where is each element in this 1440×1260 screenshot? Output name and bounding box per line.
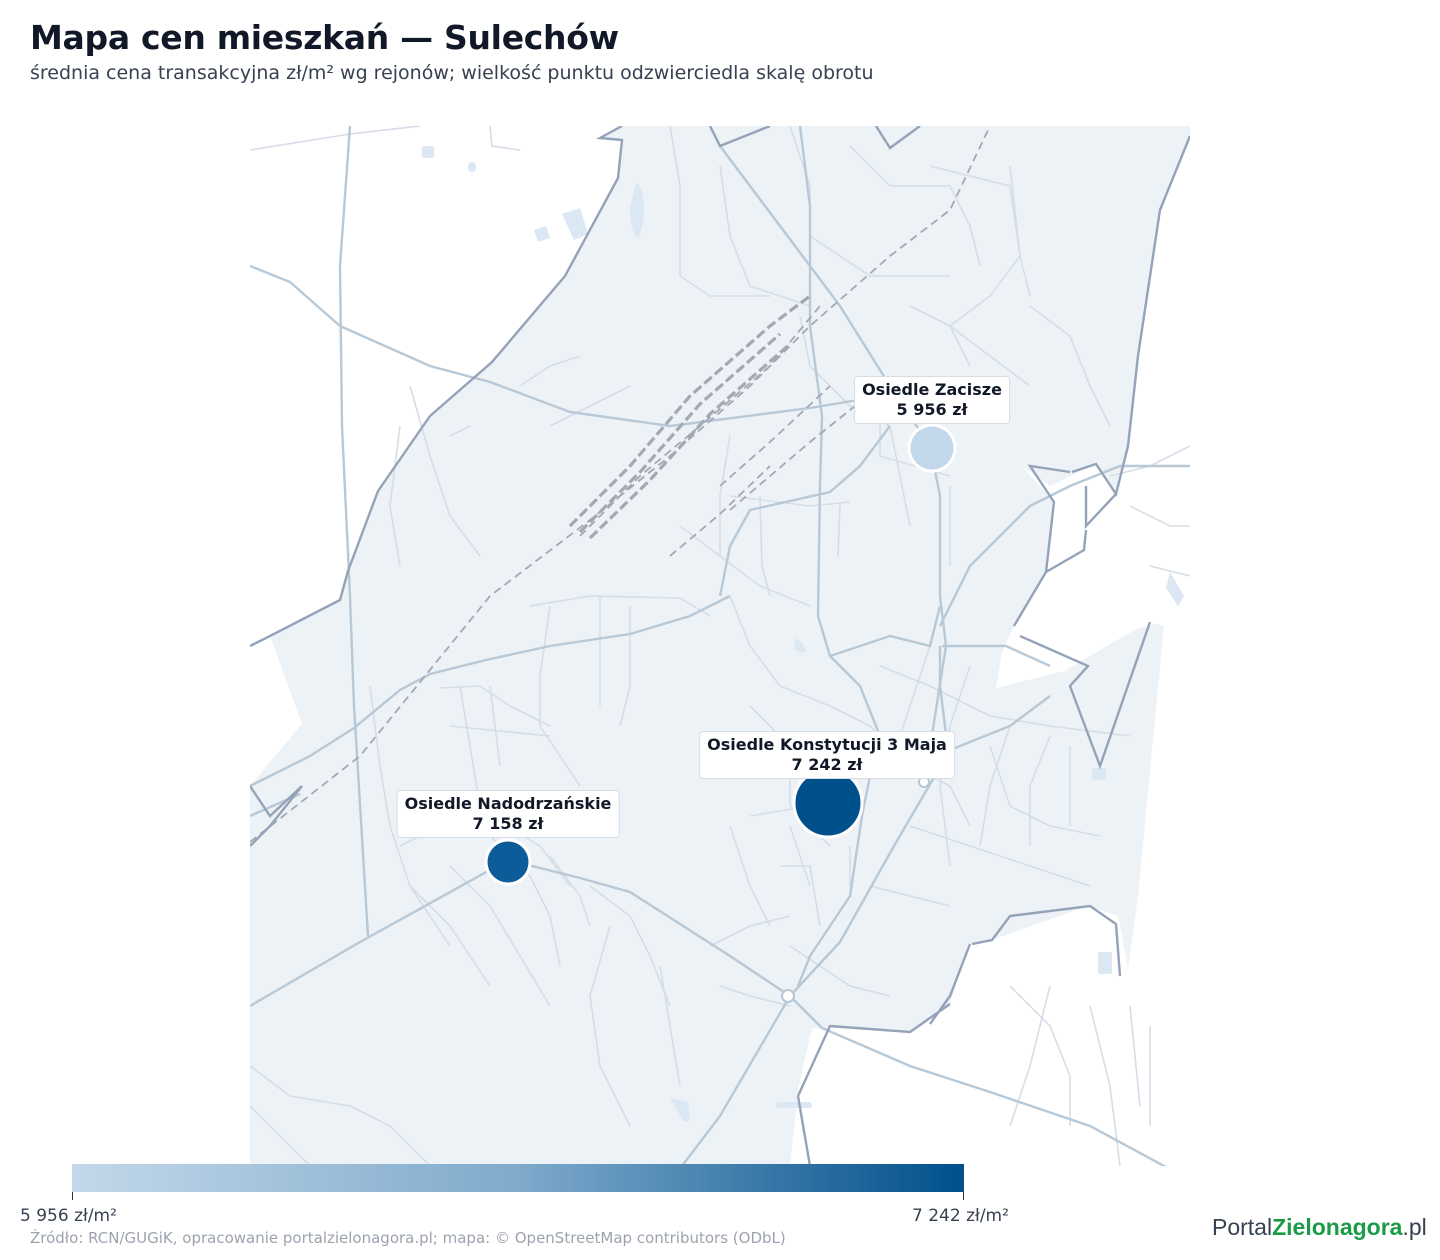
outside-area-west xyxy=(250,636,302,786)
portal-logo[interactable]: PortalZielonagora.pl xyxy=(1212,1214,1427,1241)
city-boundary xyxy=(250,126,1190,1166)
outside-area-southeast xyxy=(798,906,1190,1166)
district-name: Osiedle Zacisze xyxy=(862,380,1002,399)
district-label-konstytucji: Osiedle Konstytucji 3 Maja 7 242 zł xyxy=(699,731,955,779)
city-map xyxy=(250,126,1190,1166)
water-features xyxy=(422,146,1184,1122)
minor-roads xyxy=(250,126,1190,1166)
bubble-osiedle-nadodrzanskie xyxy=(484,838,532,886)
district-price: 7 158 zł xyxy=(472,814,544,833)
logo-part-pl: .pl xyxy=(1402,1214,1427,1240)
logo-part-zielonagora: Zielonagora xyxy=(1272,1214,1403,1240)
map-title: Mapa cen mieszkań — Sulechów xyxy=(30,18,619,57)
district-name: Osiedle Konstytucji 3 Maja xyxy=(707,735,947,754)
district-name: Osiedle Nadodrzańskie xyxy=(404,794,612,813)
bubble-osiedle-zacisze xyxy=(907,423,957,473)
source-note: Źródło: RCN/GUGiK, opracowanie portalzie… xyxy=(30,1229,786,1247)
colorbar-tick-min xyxy=(72,1192,73,1200)
colorbar-tick-max xyxy=(963,1192,964,1200)
district-label-zacisze: Osiedle Zacisze 5 956 zł xyxy=(854,376,1010,424)
price-colorbar xyxy=(72,1164,964,1192)
map-subtitle: średnia cena transakcyjna zł/m² wg rejon… xyxy=(30,62,874,84)
rail-yard xyxy=(568,294,811,540)
colorbar-max-label: 7 242 zł/m² xyxy=(912,1206,1009,1226)
outside-area-east xyxy=(1046,486,1190,644)
logo-part-portal: Portal xyxy=(1212,1214,1273,1240)
map-canvas[interactable] xyxy=(250,126,1190,1166)
district-label-nadodrzanskie: Osiedle Nadodrzańskie 7 158 zł xyxy=(396,790,620,838)
roundabout-south xyxy=(781,989,795,1003)
colorbar-min-label: 5 956 zł/m² xyxy=(20,1206,117,1226)
bubble-osiedle-konstytucji xyxy=(792,767,864,839)
district-price: 7 242 zł xyxy=(791,755,863,774)
district-price: 5 956 zł xyxy=(896,400,968,419)
